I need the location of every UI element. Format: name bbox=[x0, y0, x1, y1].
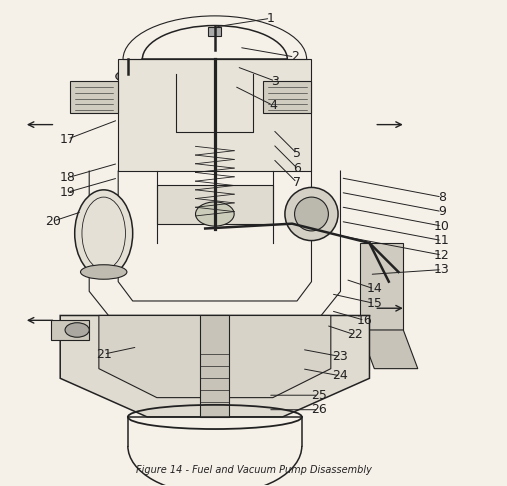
Polygon shape bbox=[360, 330, 418, 369]
Text: 13: 13 bbox=[434, 263, 450, 276]
Text: 9: 9 bbox=[438, 205, 446, 218]
Text: 17: 17 bbox=[59, 133, 76, 146]
Bar bbox=[70, 81, 118, 113]
Text: 22: 22 bbox=[347, 329, 363, 341]
Text: 10: 10 bbox=[434, 220, 450, 233]
Ellipse shape bbox=[75, 190, 133, 277]
Text: 1: 1 bbox=[267, 12, 274, 25]
Bar bbox=[118, 59, 311, 171]
Text: 19: 19 bbox=[60, 186, 76, 199]
Ellipse shape bbox=[81, 265, 127, 279]
Text: 24: 24 bbox=[333, 369, 348, 382]
Bar bbox=[263, 81, 311, 113]
Text: 5: 5 bbox=[293, 147, 301, 160]
Text: 20: 20 bbox=[45, 215, 61, 228]
Text: 21: 21 bbox=[96, 347, 112, 361]
Text: 7: 7 bbox=[293, 176, 301, 189]
Polygon shape bbox=[60, 315, 370, 417]
Text: 6: 6 bbox=[293, 162, 301, 174]
Text: 18: 18 bbox=[59, 171, 76, 184]
Ellipse shape bbox=[196, 202, 234, 226]
Text: 15: 15 bbox=[367, 297, 382, 310]
Text: 23: 23 bbox=[333, 350, 348, 363]
Text: 8: 8 bbox=[438, 191, 446, 204]
Ellipse shape bbox=[295, 197, 329, 231]
Text: Figure 14 - Fuel and Vacuum Pump Disassembly: Figure 14 - Fuel and Vacuum Pump Disasse… bbox=[135, 465, 372, 475]
Ellipse shape bbox=[285, 188, 338, 241]
Bar bbox=[157, 185, 273, 224]
Text: 3: 3 bbox=[271, 75, 279, 87]
Bar bbox=[51, 320, 89, 340]
Text: 25: 25 bbox=[311, 389, 327, 402]
Text: 11: 11 bbox=[434, 234, 450, 247]
Bar bbox=[360, 243, 403, 330]
Text: 4: 4 bbox=[269, 99, 277, 112]
Ellipse shape bbox=[65, 323, 89, 337]
Text: 14: 14 bbox=[367, 282, 382, 295]
Ellipse shape bbox=[116, 70, 140, 82]
Text: 2: 2 bbox=[291, 51, 299, 64]
Text: 16: 16 bbox=[357, 314, 373, 327]
Bar bbox=[207, 28, 221, 36]
Bar bbox=[200, 315, 229, 417]
Polygon shape bbox=[99, 315, 331, 398]
Text: 12: 12 bbox=[434, 248, 450, 261]
Text: 26: 26 bbox=[311, 403, 327, 416]
